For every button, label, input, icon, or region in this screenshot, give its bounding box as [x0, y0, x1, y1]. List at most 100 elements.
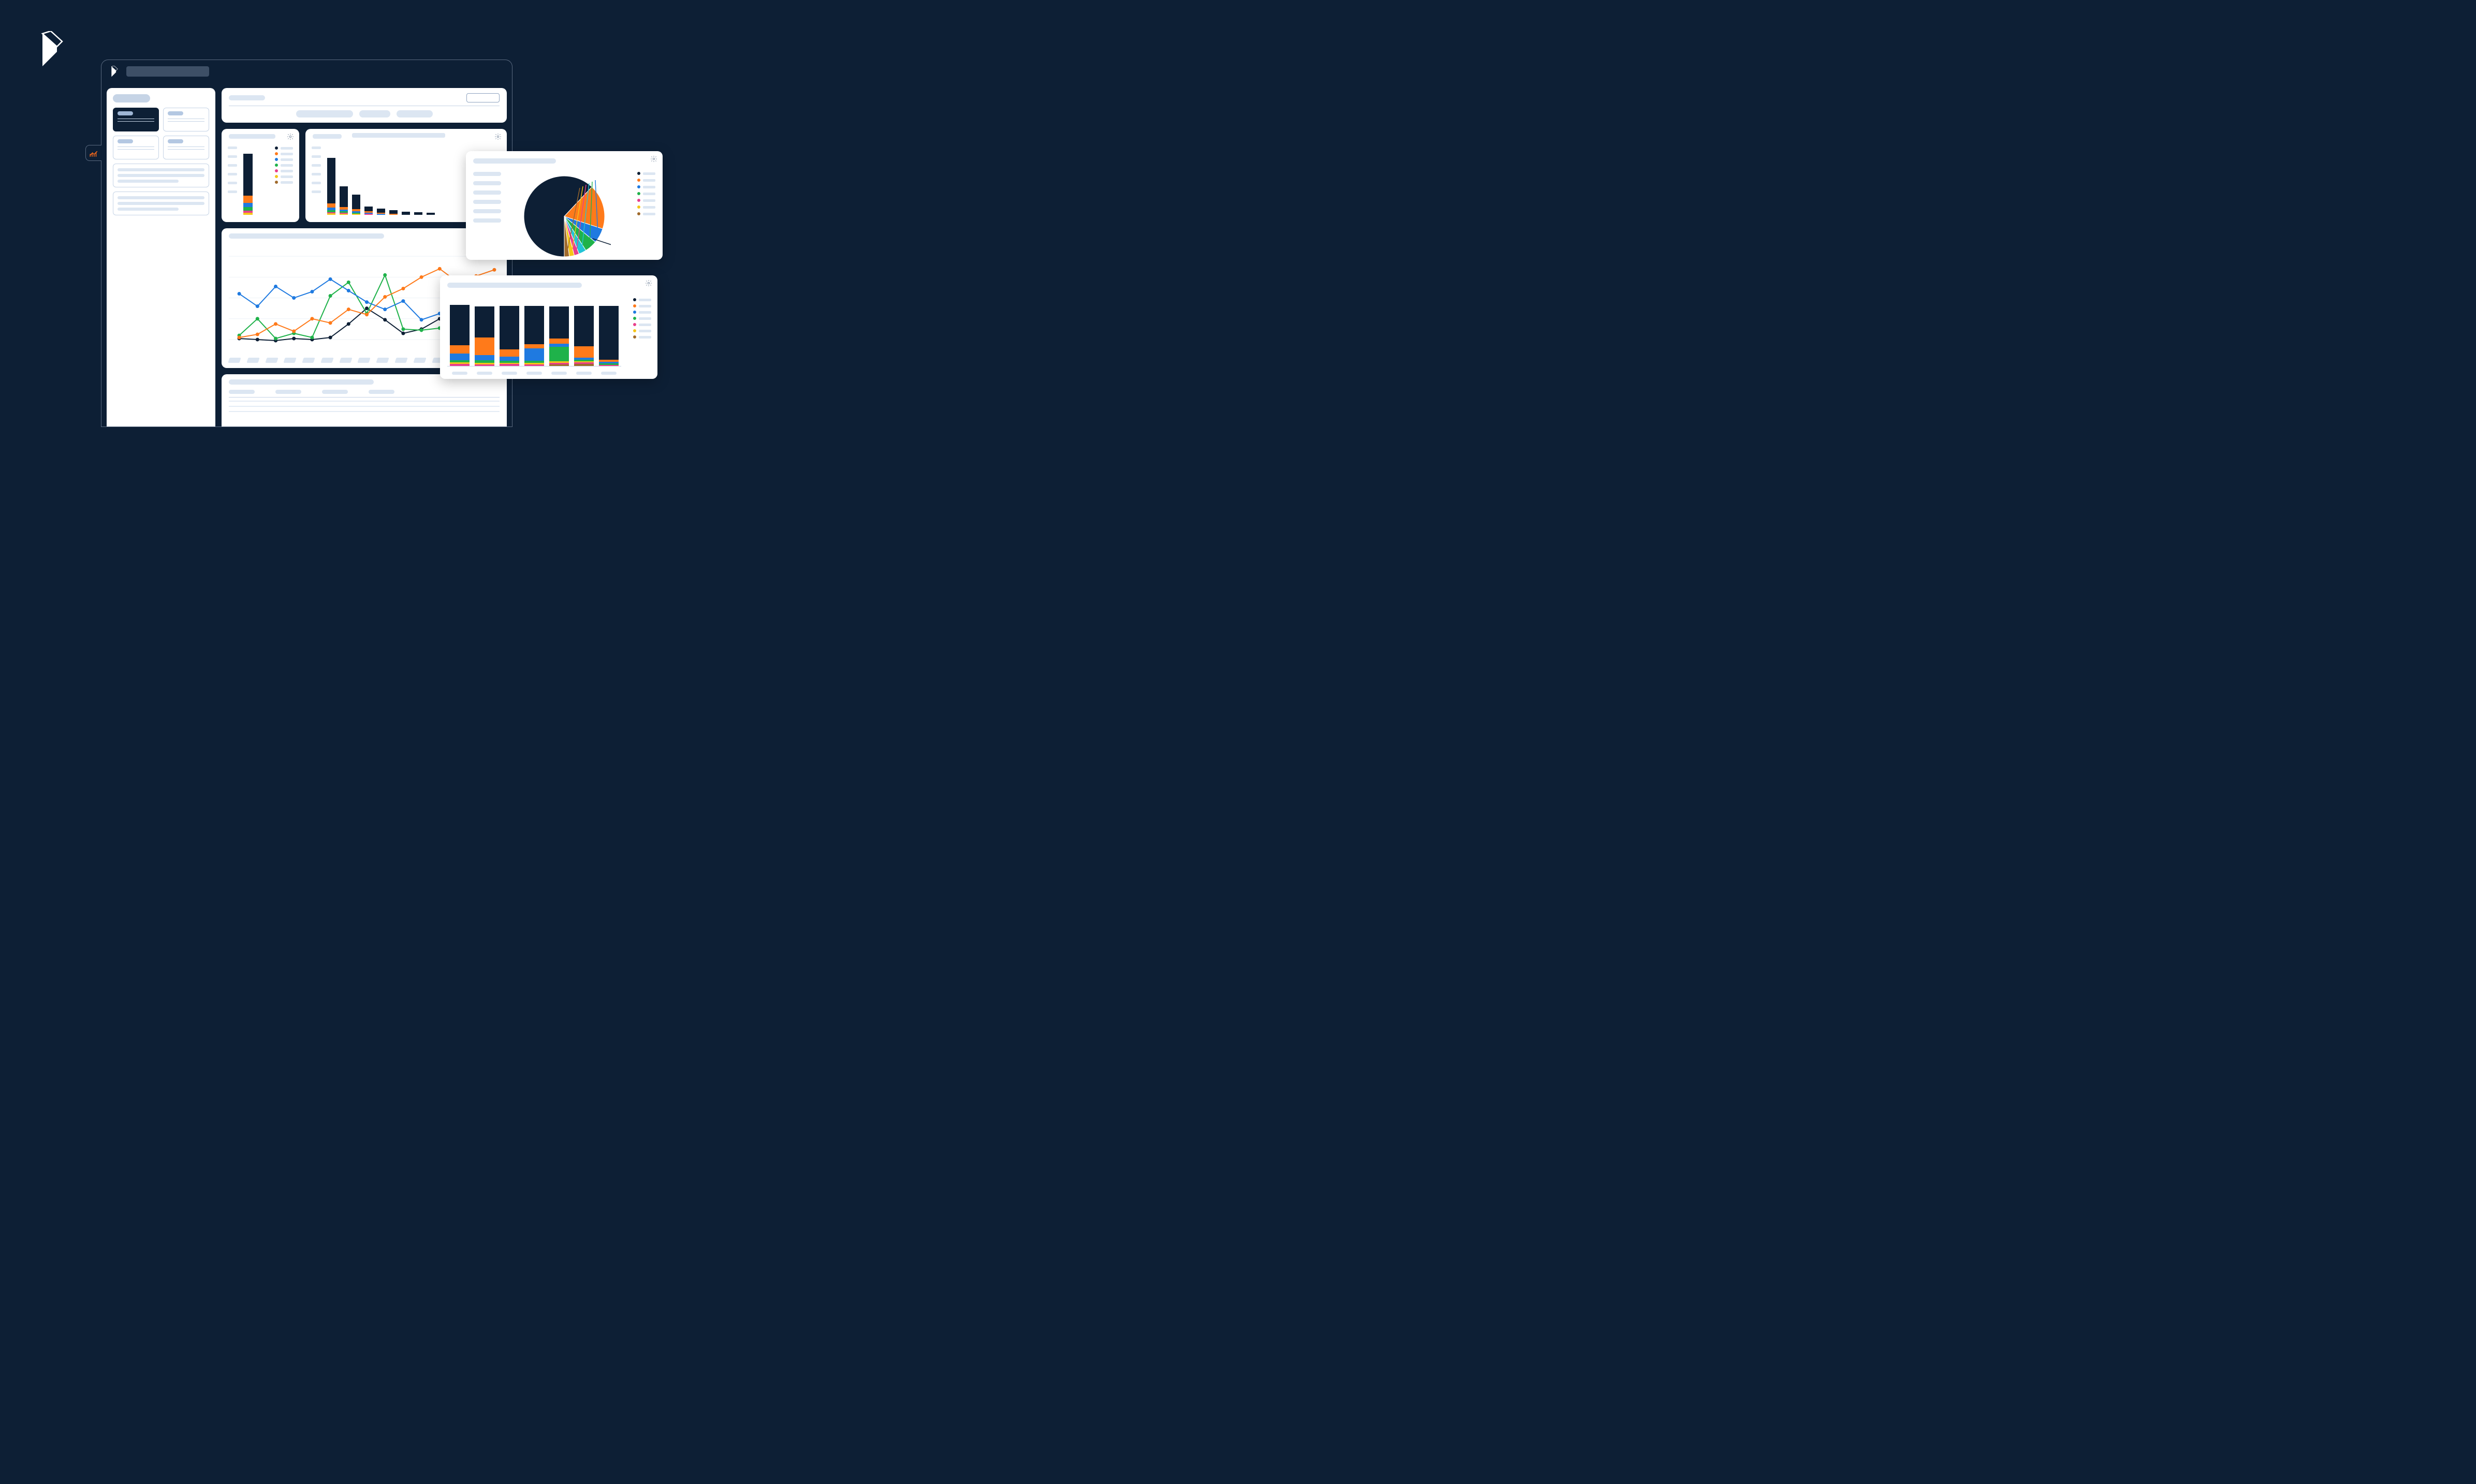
tab-placeholder[interactable] [397, 110, 433, 117]
gear-icon[interactable] [494, 133, 502, 140]
page-title-placeholder [126, 66, 209, 77]
legend-item [633, 329, 651, 332]
x-tick-placeholder [302, 358, 315, 363]
x-tick-placeholder [228, 358, 241, 363]
x-tick-placeholder [413, 358, 426, 363]
stacked-bar [549, 306, 569, 366]
analytics-icon [89, 149, 98, 158]
stacked-bar [340, 186, 348, 215]
stacked-bar [389, 210, 398, 215]
gear-icon[interactable] [645, 280, 652, 287]
x-tick-placeholder [394, 358, 407, 363]
legend-item [637, 172, 655, 175]
stacked-bar [402, 212, 410, 215]
x-tick-placeholder [320, 358, 333, 363]
x-tick-placeholder [502, 372, 517, 375]
brand-logo [36, 31, 67, 70]
legend-item [633, 304, 651, 307]
pie-chart [518, 170, 611, 258]
metric-placeholder [473, 200, 501, 204]
list-card [113, 192, 209, 215]
legend-item [637, 179, 655, 182]
list-card [113, 164, 209, 187]
topbar [101, 60, 512, 83]
nav-card[interactable] [113, 108, 159, 131]
nav-card[interactable] [113, 136, 159, 159]
left-panel [107, 88, 215, 427]
gear-icon[interactable] [650, 155, 657, 163]
legend-item [275, 158, 293, 161]
stacked-bar [243, 154, 253, 215]
x-tick-placeholder [551, 372, 567, 375]
tab-row [229, 110, 500, 117]
chart-title-placeholder [229, 134, 275, 139]
stacked-bar [352, 195, 360, 215]
stacked-bar [377, 209, 385, 215]
stacked-bar-card [440, 275, 657, 379]
pie-chart-card [466, 151, 663, 260]
stacked-bar [414, 212, 422, 215]
legend-item [633, 323, 651, 326]
action-button[interactable] [466, 93, 500, 102]
panel-label-placeholder [113, 94, 150, 102]
tab-placeholder[interactable] [359, 110, 390, 117]
stacked-bar [524, 306, 544, 366]
legend-item [633, 317, 651, 320]
chart-title-placeholder [229, 233, 384, 239]
x-tick-placeholder [376, 358, 389, 363]
legend-item [637, 199, 655, 202]
x-tick-placeholder [601, 372, 617, 375]
legend-item [637, 212, 655, 215]
breadcrumb-placeholder [229, 95, 265, 100]
stacked-bar [427, 213, 435, 215]
gear-icon[interactable] [287, 133, 294, 140]
metric-placeholder [473, 190, 501, 195]
chart-subtitle-placeholder [352, 133, 445, 138]
table-panel [222, 374, 507, 427]
stacked-bar [364, 207, 373, 215]
x-tick-placeholder [576, 372, 592, 375]
x-tick-placeholder [284, 358, 297, 363]
x-tick-placeholder [265, 358, 278, 363]
legend-item [633, 335, 651, 339]
stacked-bar [327, 158, 335, 215]
legend-item [275, 181, 293, 184]
stacked-bar [450, 305, 470, 366]
stacked-bar [574, 306, 594, 366]
header-panel [222, 88, 507, 123]
legend-item [637, 205, 655, 209]
legend-item [275, 175, 293, 178]
legend-item [275, 169, 293, 172]
stacked-bar [475, 306, 494, 366]
stacked-bar [599, 306, 619, 366]
sidebar-tab-analytics[interactable] [85, 145, 101, 161]
x-tick-placeholder [526, 372, 542, 375]
chart-title-placeholder [313, 134, 342, 139]
table-title-placeholder [229, 379, 374, 385]
chart-panel-small-left [222, 129, 299, 222]
nav-card-grid [113, 108, 209, 159]
table-header-row [229, 390, 500, 398]
legend-item [637, 185, 655, 188]
stacked-bar [500, 306, 519, 366]
legend-item [633, 298, 651, 301]
x-tick-placeholder [339, 358, 352, 363]
brand-logo-small [109, 66, 120, 77]
x-tick-placeholder [246, 358, 259, 363]
legend-item [275, 152, 293, 155]
x-tick-placeholder [358, 358, 371, 363]
chart-title-placeholder [447, 283, 582, 288]
metric-placeholder [473, 209, 501, 213]
tab-placeholder[interactable] [296, 110, 353, 117]
nav-card[interactable] [163, 108, 209, 131]
metric-placeholder [473, 218, 501, 223]
x-tick-placeholder [477, 372, 492, 375]
legend-item [275, 164, 293, 167]
metric-placeholder [473, 181, 501, 185]
legend-item [637, 192, 655, 195]
nav-card[interactable] [163, 136, 209, 159]
legend-item [275, 146, 293, 150]
chart-title-placeholder [473, 158, 556, 164]
x-tick-placeholder [452, 372, 467, 375]
legend-item [633, 311, 651, 314]
